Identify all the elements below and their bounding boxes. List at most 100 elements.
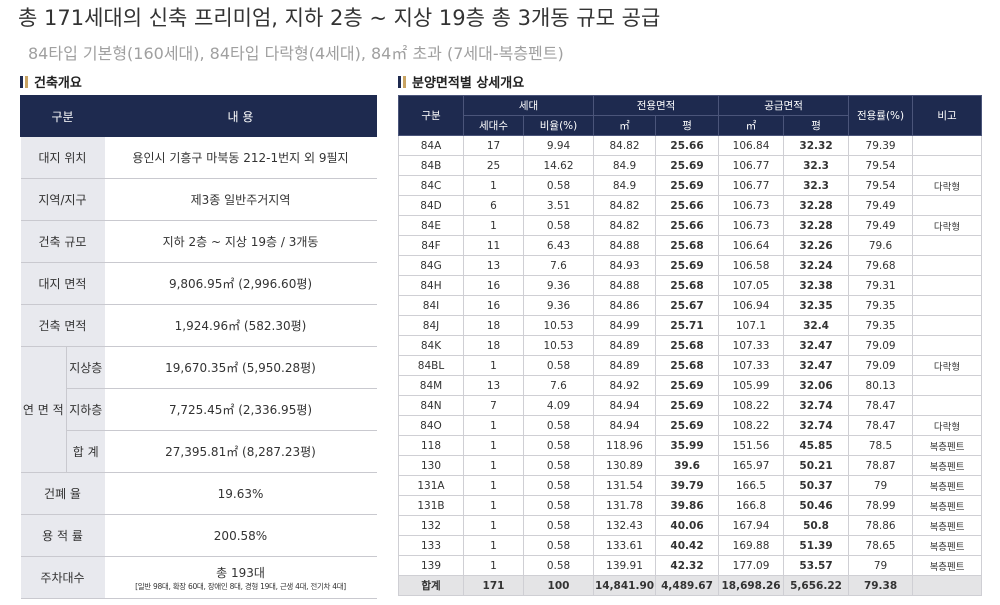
- table-cell: 9.94: [522, 135, 595, 156]
- subheader-cell: 비율(%): [522, 115, 595, 136]
- table-row: 84I 16 9.36 84.86 25.67 106.94 32.35 79.35: [398, 295, 983, 316]
- table-cell: 0.58: [522, 355, 595, 376]
- table-cell: 78.5: [848, 435, 914, 456]
- table-cell: 복층펜트: [912, 555, 983, 576]
- table-cell: 84O: [398, 415, 464, 436]
- table-cell: 1: [463, 535, 524, 556]
- header-cell: 비고: [912, 95, 983, 136]
- table-cell: 32.38: [783, 275, 850, 296]
- heading-text: 분양면적별 상세개요: [412, 76, 525, 91]
- table-cell: 32.06: [783, 375, 850, 396]
- table-cell: 1: [463, 175, 524, 196]
- table-cell: 84I: [398, 295, 464, 316]
- table-cell: 130: [398, 455, 464, 476]
- table-cell: 118: [398, 435, 464, 456]
- table-cell: 84H: [398, 275, 464, 296]
- table-cell: 79: [848, 475, 914, 496]
- table-cell: 78.65: [848, 535, 914, 556]
- total-row: 합계 171 100 14,841.90 4,489.67 18,698.26 5,656.…: [398, 575, 983, 596]
- table-cell: 32.3: [783, 155, 850, 176]
- table-cell: [912, 315, 983, 336]
- table-cell: 25: [463, 155, 524, 176]
- table-row: 합 계 27,395.81㎡ (8,287.23평): [21, 430, 377, 473]
- table-row: 건폐 율 19.63%: [20, 472, 377, 515]
- table-row: 118 1 0.58 118.96 35.99 151.56 45.85 78.5 복층펜트: [398, 435, 983, 456]
- table-cell: 118.96: [593, 435, 657, 456]
- table-cell: 177.09: [718, 555, 785, 576]
- table-cell: 50.46: [783, 495, 850, 516]
- table-cell: 171: [463, 575, 524, 596]
- table-cell: 78.47: [848, 395, 914, 416]
- table-cell: 다락형: [912, 355, 983, 376]
- table-cell: 107.33: [718, 355, 785, 376]
- section-heading: 건축개요: [20, 72, 82, 91]
- table-cell: 84.94: [593, 395, 657, 416]
- table-row: 용 적 률 200.58%: [20, 514, 377, 557]
- table-cell: 79.09: [848, 355, 914, 376]
- table-row: 지하층 7,725.45㎡ (2,336.95평): [21, 388, 377, 431]
- table-row: 84H 16 9.36 84.88 25.68 107.05 32.38 79.31: [398, 275, 983, 296]
- table-cell: 131A: [398, 475, 464, 496]
- table-row: 84C 1 0.58 84.9 25.69 106.77 32.3 79.54 다락형: [398, 175, 983, 196]
- table-cell: 133.61: [593, 535, 657, 556]
- table-row: 84G 13 7.6 84.93 25.69 106.58 32.24 79.68: [398, 255, 983, 276]
- table-cell: 25.67: [655, 295, 720, 316]
- subheader-cell: 평: [783, 115, 850, 136]
- table-row: 84A 17 9.94 84.82 25.66 106.84 32.32 79.39: [398, 135, 983, 156]
- table-cell: [912, 395, 983, 416]
- table-cell: 139.91: [593, 555, 657, 576]
- heading-text: 건축개요: [34, 76, 82, 91]
- table-cell: 84.88: [593, 275, 657, 296]
- table-cell: 25.69: [655, 175, 720, 196]
- row-label: 대지 위치: [20, 136, 105, 179]
- row-label: 건폐 율: [20, 472, 105, 515]
- table-row: 131A 1 0.58 131.54 39.79 166.5 50.37 79 복층펜트: [398, 475, 983, 496]
- table-cell: 복층펜트: [912, 435, 983, 456]
- table-cell: 6.43: [522, 235, 595, 256]
- table-cell: [912, 195, 983, 216]
- table-cell: 9.36: [522, 275, 595, 296]
- table-cell: 복층펜트: [912, 535, 983, 556]
- table-cell: 32.35: [783, 295, 850, 316]
- table-cell: 106.77: [718, 175, 785, 196]
- table-cell: 100: [522, 575, 595, 596]
- table-cell: 32.47: [783, 355, 850, 376]
- table-cell: 1: [463, 355, 524, 376]
- table-cell: 0.58: [522, 415, 595, 436]
- header-cell: 내 용: [104, 95, 377, 137]
- table-cell: [912, 275, 983, 296]
- header-cell: 구분: [20, 95, 105, 137]
- table-cell: 84D: [398, 195, 464, 216]
- table-cell: 84.89: [593, 335, 657, 356]
- table-cell: 1: [463, 515, 524, 536]
- row-label: 건축 규모: [20, 220, 105, 263]
- sub-label: 지하층: [66, 388, 105, 431]
- table-cell: 0.58: [522, 455, 595, 476]
- table-cell: 16: [463, 275, 524, 296]
- section-heading: 분양면적별 상세개요: [398, 72, 524, 91]
- table-cell: 132: [398, 515, 464, 536]
- row-value: 27,395.81㎡ (8,287.23평): [104, 430, 377, 473]
- table-cell: 32.3: [783, 175, 850, 196]
- table-cell: 132.43: [593, 515, 657, 536]
- page-title: 총 171세대의 신축 프리미엄, 지하 2층 ~ 지상 19층 총 3개동 규…: [18, 6, 661, 30]
- table-cell: 18: [463, 335, 524, 356]
- row-value: 7,725.45㎡ (2,336.95평): [104, 388, 377, 431]
- table-cell: 1: [463, 215, 524, 236]
- row-value: 1,924.96㎡ (582.30평): [104, 304, 377, 347]
- table-cell: [912, 335, 983, 356]
- row-value: 지하 2층 ~ 지상 19층 / 3개동: [104, 220, 377, 263]
- table-cell: 7.6: [522, 375, 595, 396]
- table-cell: 106.77: [718, 155, 785, 176]
- table-cell: 84.9: [593, 175, 657, 196]
- table-cell: 84.94: [593, 415, 657, 436]
- table-cell: 0.58: [522, 535, 595, 556]
- table-cell: 1: [463, 475, 524, 496]
- table-cell: 복층펜트: [912, 475, 983, 496]
- table-cell: [912, 575, 983, 596]
- table-cell: 165.97: [718, 455, 785, 476]
- table-cell: 131.54: [593, 475, 657, 496]
- table-cell: 84N: [398, 395, 464, 416]
- table-cell: [912, 135, 983, 156]
- table-cell: 0.58: [522, 215, 595, 236]
